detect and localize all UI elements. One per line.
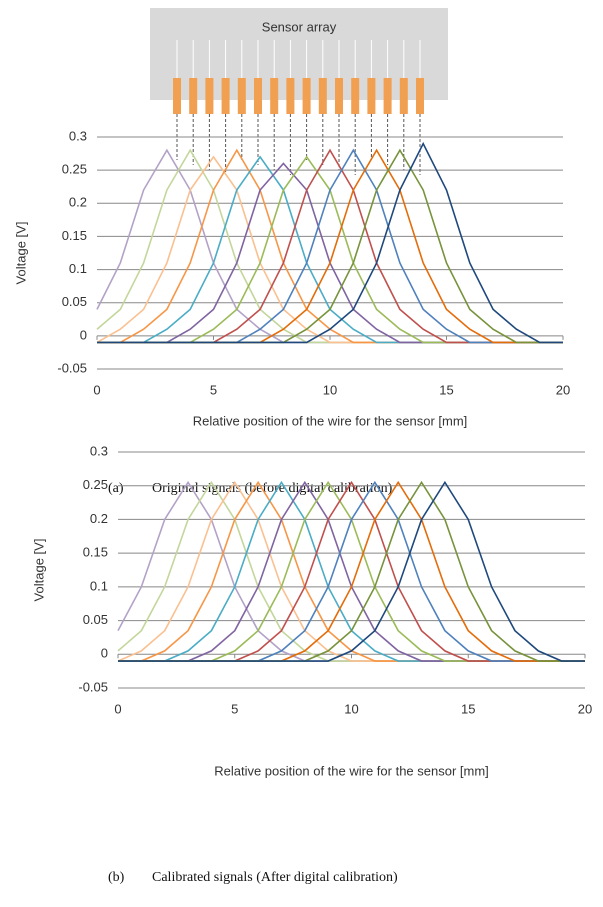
y-tick-label: 0.25 <box>83 477 108 492</box>
x-tick-label: 10 <box>323 382 337 397</box>
y-tick-label: 0.1 <box>69 261 87 276</box>
y-tick-label: 0.25 <box>62 162 87 177</box>
sensor <box>399 78 408 114</box>
x-tick-label: 20 <box>556 382 570 397</box>
x-axis-label: Relative position of the wire for the se… <box>193 413 468 428</box>
y-tick-label: 0.1 <box>90 578 108 593</box>
series-line <box>118 480 585 662</box>
series-line <box>97 141 563 344</box>
sensor <box>351 78 360 114</box>
sensor <box>237 78 246 114</box>
caption-label: (b) <box>108 870 125 885</box>
y-tick-label: -0.05 <box>57 360 87 375</box>
series-line <box>97 155 563 344</box>
sensor <box>189 78 198 114</box>
series-line <box>97 148 563 344</box>
x-axis-label: Relative position of the wire for the se… <box>214 763 489 778</box>
series-line <box>97 148 563 344</box>
series-line <box>96 148 563 344</box>
y-tick-label: 0.2 <box>69 195 87 210</box>
y-tick-label: 0 <box>80 327 87 342</box>
series-line <box>97 148 563 344</box>
sensor <box>205 78 214 114</box>
y-tick-label: 0.3 <box>69 128 87 143</box>
x-tick-label: 10 <box>344 701 358 716</box>
x-tick-label: 5 <box>210 382 217 397</box>
x-tick-label: 15 <box>439 382 453 397</box>
series-line <box>118 480 585 662</box>
sensor <box>270 78 279 114</box>
sensor-strips <box>173 40 424 175</box>
y-tick-label: -0.05 <box>78 679 108 694</box>
x-tick-label: 5 <box>231 701 238 716</box>
sensor-array-box <box>150 8 448 100</box>
y-tick-label: 0.05 <box>83 612 108 627</box>
y-tick-label: 0 <box>101 646 108 661</box>
sensor <box>416 78 424 114</box>
series-line <box>117 480 585 662</box>
caption: Calibrated signals (After digital calibr… <box>152 870 398 885</box>
sensor <box>254 78 262 114</box>
series-line <box>118 480 585 662</box>
series-line <box>97 148 563 344</box>
series-line <box>118 480 585 662</box>
sensor <box>318 78 327 114</box>
sensor <box>367 78 376 114</box>
sensor <box>286 78 295 114</box>
series-line <box>117 480 585 662</box>
series-line <box>96 148 563 344</box>
series-line <box>118 480 585 662</box>
series-line <box>97 155 563 344</box>
y-tick-label: 0.3 <box>90 443 108 458</box>
series-line <box>118 480 585 662</box>
sensor <box>173 78 181 114</box>
sensor <box>221 78 230 114</box>
y-tick-label: 0.15 <box>62 228 87 243</box>
sensor <box>383 78 392 114</box>
series-line <box>96 155 563 344</box>
y-tick-label: 0.05 <box>62 294 87 309</box>
x-tick-label: 0 <box>93 382 100 397</box>
x-tick-label: 0 <box>114 701 121 716</box>
series-line <box>117 480 585 662</box>
y-tick-label: 0.2 <box>90 511 108 526</box>
x-tick-label: 15 <box>461 701 475 716</box>
caption-label: (a) <box>108 481 124 496</box>
series-line <box>118 480 585 662</box>
series-line <box>118 480 585 662</box>
sensor <box>335 78 343 114</box>
y-axis-label: Voltage [V] <box>13 222 28 285</box>
series-line <box>97 148 563 344</box>
x-tick-label: 20 <box>578 701 592 716</box>
series-line <box>118 480 585 662</box>
y-tick-label: 0.15 <box>83 545 108 560</box>
sensor <box>302 78 311 114</box>
sensor-array-label: Sensor array <box>262 19 337 34</box>
y-axis-label: Voltage [V] <box>31 539 46 602</box>
